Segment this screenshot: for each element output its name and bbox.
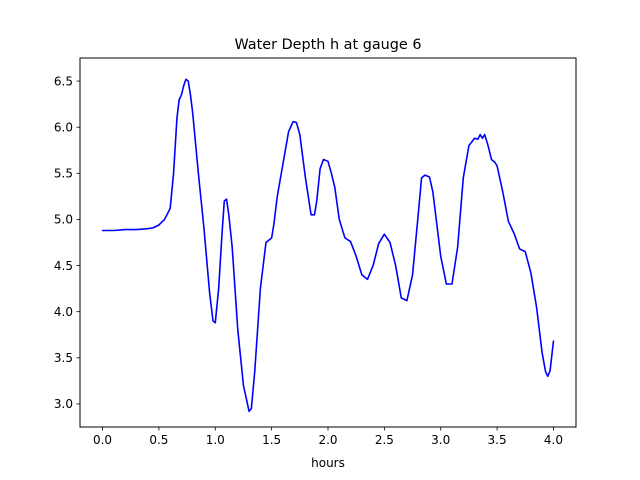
y-tick-label: 6.0 (54, 120, 73, 134)
y-tick-label: 3.0 (54, 397, 73, 411)
x-tick-label: 2.0 (318, 433, 337, 447)
y-tick-label: 3.5 (54, 351, 73, 365)
series-line (101, 78, 555, 413)
plot-area: 0.0 0.5 1.0 1.5 2.0 2.5 3.0 3.5 4.0 3.0 3.5 4.0 4.5 5… (54, 57, 577, 447)
y-tick-label: 6.5 (54, 74, 73, 88)
chart-title: Water Depth h at gauge 6 (234, 37, 421, 53)
x-tick-label: 3.0 (431, 433, 450, 447)
x-tick-label: 1.5 (262, 433, 281, 447)
x-tick-label: 0.0 (93, 433, 112, 447)
y-tick-label: 5.0 (54, 213, 73, 227)
x-tick-label: 2.5 (375, 433, 394, 447)
y-tick-label: 5.5 (54, 167, 73, 181)
x-tick-label: 3.5 (488, 433, 507, 447)
x-tick-label: 4.0 (544, 433, 563, 447)
x-axis-label: hours (311, 456, 345, 470)
y-tick-label: 4.5 (54, 259, 73, 273)
y-tick-label: 4.0 (54, 305, 73, 319)
x-tick-label: 1.0 (206, 433, 225, 447)
x-tick-label: 0.5 (149, 433, 168, 447)
